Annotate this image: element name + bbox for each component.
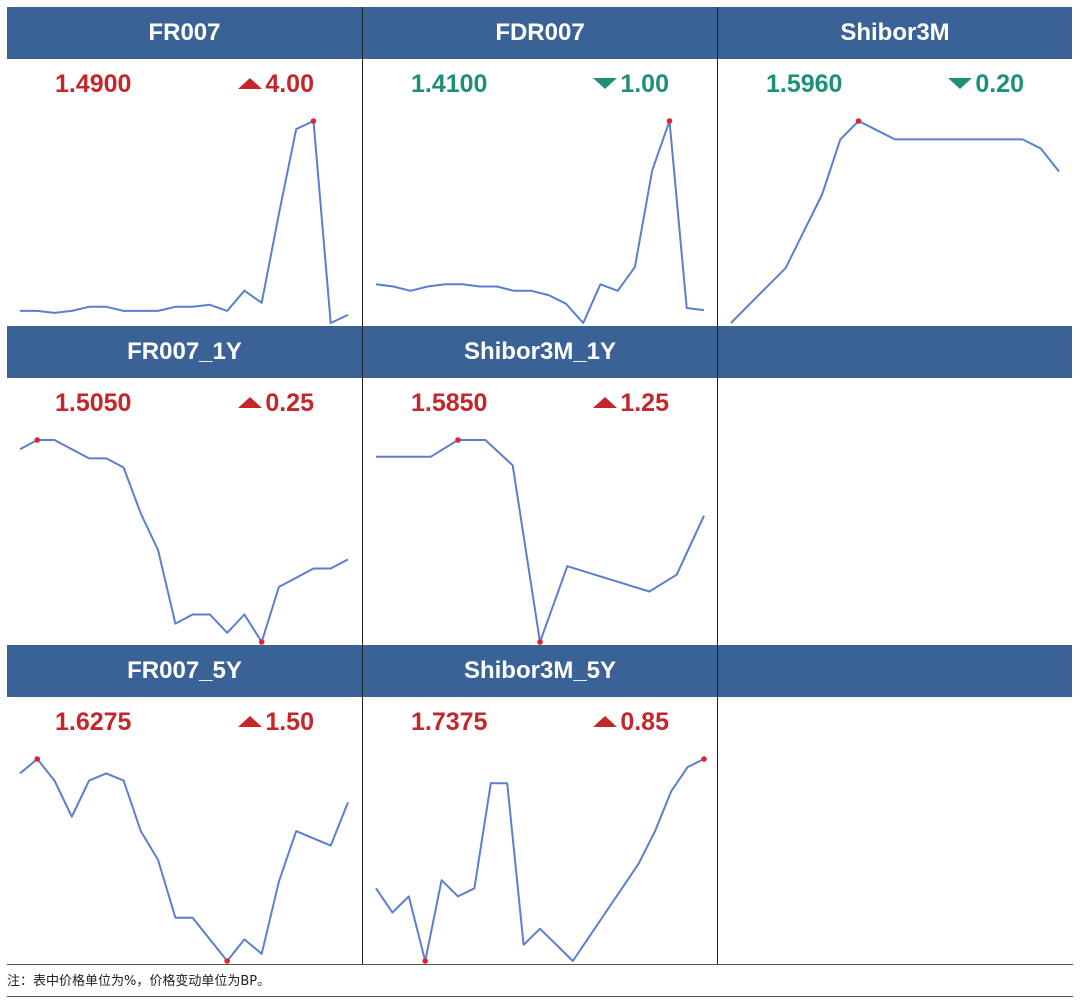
panel-title: FDR007 (363, 7, 717, 59)
panel-title: FR007 (7, 7, 362, 59)
panel-change: 4.00 (238, 69, 314, 99)
panel-title: Shibor3M_1Y (363, 326, 717, 378)
series-line (376, 439, 705, 643)
change-arrow-icon (948, 77, 973, 89)
panel-change: 1.50 (238, 707, 314, 737)
sparkline-chart (19, 437, 349, 645)
change-value: 0.25 (265, 389, 314, 417)
extreme-point-marker (258, 639, 265, 645)
panel-title: Shibor3M (718, 7, 1072, 59)
extreme-point-marker (455, 437, 461, 443)
panel-change: 0.85 (593, 707, 669, 737)
extreme-point-marker (666, 118, 673, 124)
panel-change: 0.20 (948, 69, 1024, 99)
panel-fr007-5y: FR007_5Y 1.6275 1.50 (7, 645, 362, 965)
extreme-point-marker (537, 639, 543, 645)
series-line (375, 120, 705, 324)
change-value: 1.50 (265, 708, 314, 736)
series-line (375, 758, 705, 962)
panel-value: 1.5850 (411, 389, 488, 417)
change-value: 0.20 (975, 70, 1024, 98)
sparkline-chart (730, 118, 1060, 324)
change-value: 0.85 (620, 708, 669, 736)
empty-header-bar (718, 326, 1072, 378)
extreme-point-marker (224, 958, 230, 964)
change-value: 1.25 (620, 389, 669, 417)
extreme-point-marker (701, 756, 707, 762)
footnote: 注：表中价格单位为%，价格变动单位为BP。 (7, 974, 271, 989)
extreme-point-marker (34, 756, 41, 762)
change-arrow-icon (238, 396, 263, 408)
panel-value: 1.6275 (55, 708, 132, 736)
panel-fdr007: FDR007 1.4100 1.00 (362, 7, 717, 327)
change-arrow-icon (593, 77, 618, 89)
empty-panel (717, 645, 1072, 965)
panel-change: 0.25 (238, 388, 314, 418)
change-arrow-icon (238, 715, 263, 727)
sparkline-chart (19, 756, 349, 964)
extreme-point-marker (855, 118, 862, 124)
extreme-point-marker (422, 958, 428, 964)
empty-header-bar (718, 645, 1072, 697)
series-line (20, 120, 349, 324)
panel-value: 1.5960 (766, 70, 843, 98)
panel-title: FR007_1Y (7, 326, 362, 378)
sparkline-chart (376, 437, 705, 645)
empty-panel (717, 326, 1072, 646)
change-arrow-icon (593, 396, 618, 408)
sparkline-chart (375, 118, 705, 324)
panel-change: 1.25 (593, 388, 669, 418)
extreme-point-marker (34, 437, 41, 443)
change-value: 1.00 (620, 70, 669, 98)
change-arrow-icon (593, 715, 618, 727)
footer-rule-top (7, 964, 1073, 965)
sparkline-chart (20, 118, 349, 324)
series-line (730, 120, 1060, 324)
series-line (19, 439, 349, 643)
series-line (19, 758, 349, 962)
footer-rule-bottom (7, 996, 1073, 997)
panel-shibor3m-1y: Shibor3M_1Y 1.5850 1.25 (362, 326, 717, 646)
panel-title: FR007_5Y (7, 645, 362, 697)
change-value: 4.00 (265, 70, 314, 98)
panel-shibor3m: Shibor3M 1.5960 0.20 (717, 7, 1072, 327)
panel-value: 1.4900 (55, 70, 132, 98)
panel-value: 1.5050 (55, 389, 132, 417)
change-arrow-icon (238, 77, 263, 89)
panel-shibor3m-5y: Shibor3M_5Y 1.7375 0.85 (362, 645, 717, 965)
panel-title: Shibor3M_5Y (363, 645, 717, 697)
panel-value: 1.7375 (411, 708, 488, 736)
extreme-point-marker (310, 118, 317, 124)
panel-fr007-1y: FR007_1Y 1.5050 0.25 (7, 326, 362, 646)
panel-fr007: FR007 1.4900 4.00 (7, 7, 362, 327)
sparkline-chart (375, 756, 707, 964)
panel-change: 1.00 (593, 69, 669, 99)
panel-value: 1.4100 (411, 70, 488, 98)
